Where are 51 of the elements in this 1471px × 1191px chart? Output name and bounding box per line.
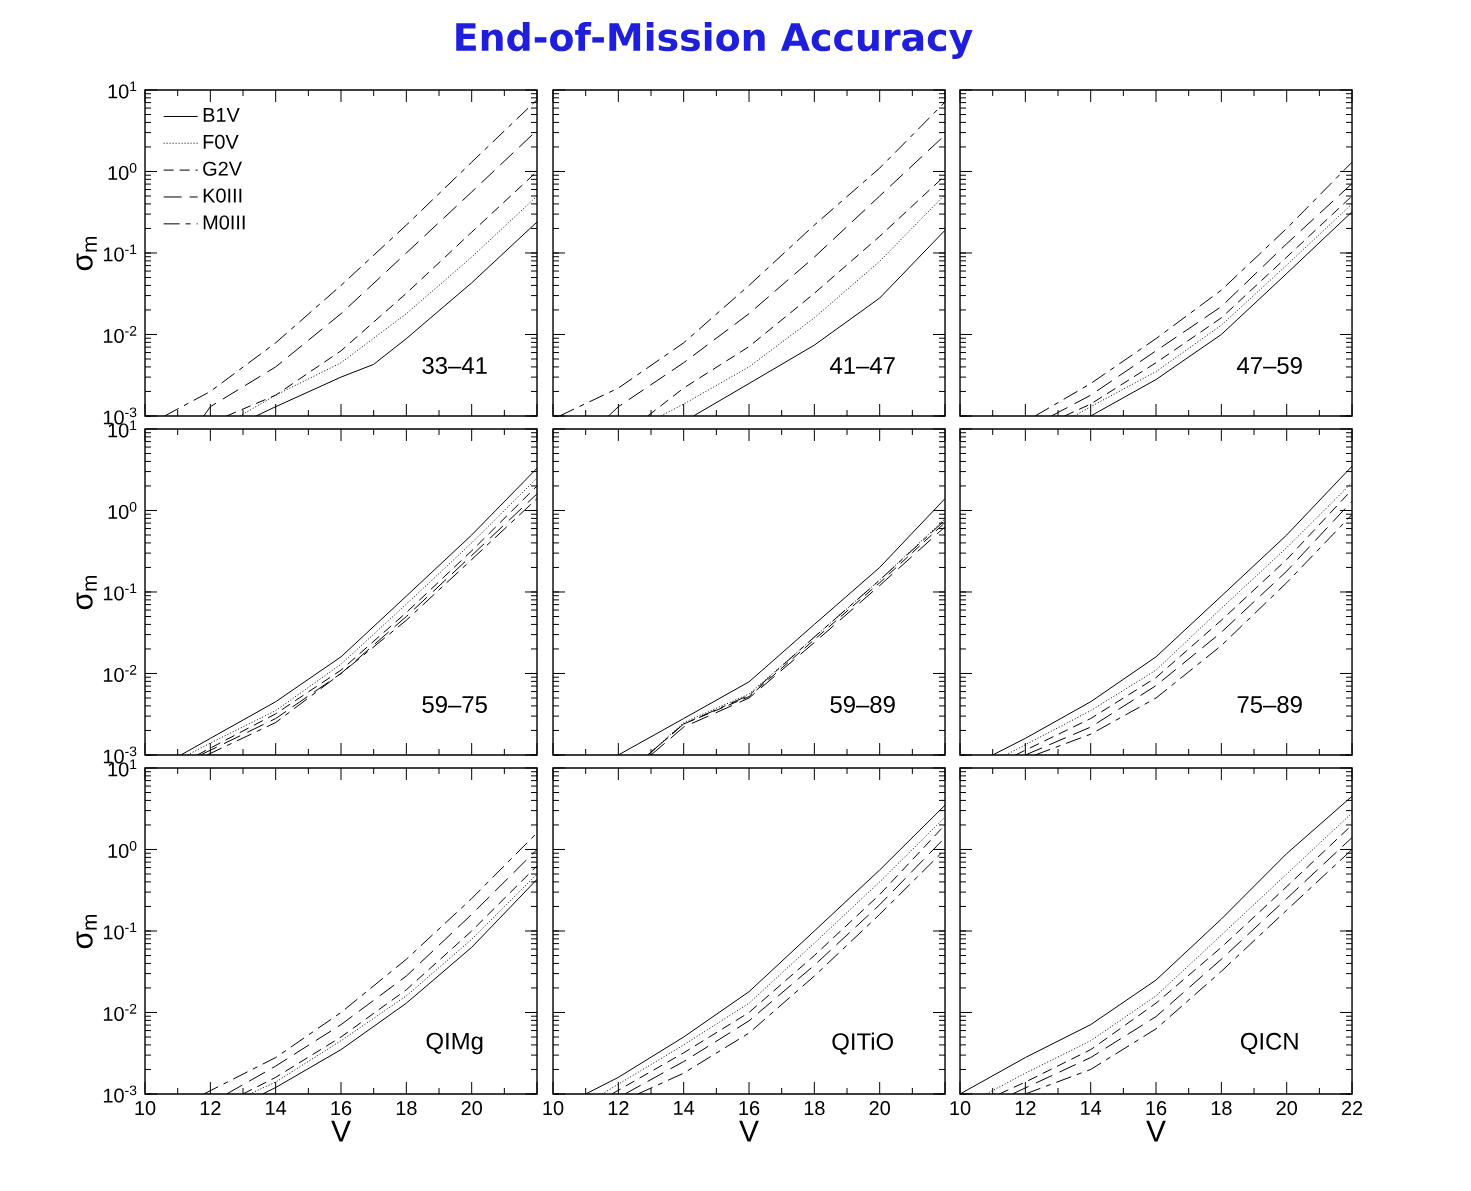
x-tick-label: 18 — [1211, 1101, 1232, 1116]
annotation: QIMg — [426, 1032, 483, 1055]
x-tick-label: 18 — [804, 1101, 825, 1116]
y-tick-label: 10$^{-1}$ — [103, 244, 137, 262]
x-tick-label: 10 — [135, 1101, 156, 1116]
x-tick-label: 16 — [331, 1101, 352, 1116]
x-tick-label: 16 — [1146, 1101, 1167, 1116]
annotation: 33–41 — [422, 356, 487, 374]
x-axis-title: V — [331, 1120, 351, 1142]
annotation: 59–89 — [830, 696, 895, 713]
y-tick-label: 10$^{-2}$ — [103, 664, 137, 683]
y-tick-label: 10$^{-2}$ — [103, 1003, 137, 1022]
y-tick-label: 10$^{0}$ — [108, 501, 137, 520]
x-tick-label: 22 — [1341, 1101, 1363, 1115]
annotation: QICN — [1240, 1032, 1298, 1055]
y-tick-label: 10$^{0}$ — [108, 162, 137, 181]
y-tick-label: 10$^{-1}$ — [103, 922, 137, 940]
x-tick-label: 12 — [200, 1101, 221, 1115]
x-axis-title: V — [739, 1120, 759, 1142]
y-axis-title: σ$_{m}$ — [76, 236, 97, 271]
annotation: QITiO — [832, 1032, 893, 1055]
y-tick-label: 10$^{-2}$ — [103, 325, 137, 344]
y-tick-label: 10$^{-3}$ — [103, 1085, 137, 1103]
annotation: 47–59 — [1237, 356, 1302, 374]
x-tick-label: 12 — [1015, 1101, 1036, 1115]
x-tick-label: 10 — [543, 1101, 564, 1116]
x-tick-label: 14 — [266, 1101, 287, 1115]
y-tick-label: 10$^{-1}$ — [103, 583, 137, 601]
x-tick-label: 12 — [608, 1101, 629, 1115]
y-axis-title: σ$_{m}$ — [76, 575, 97, 610]
x-tick-label: 16 — [739, 1101, 760, 1116]
y-tick-label: 10$^{1}$ — [108, 81, 137, 99]
y-tick-label: 10$^{0}$ — [108, 840, 137, 859]
x-tick-label: 10 — [950, 1101, 971, 1116]
x-tick-label: 20 — [461, 1101, 482, 1116]
x-tick-label: 18 — [396, 1101, 417, 1116]
legend-label: M0III — [203, 215, 245, 230]
x-tick-label: 20 — [869, 1101, 890, 1116]
legend-label: F0V — [203, 134, 239, 149]
y-axis-title: σ$_{m}$ — [76, 914, 97, 949]
legend-label: G2V — [203, 161, 242, 176]
x-tick-label: 20 — [1276, 1101, 1297, 1116]
legend-label: B1V — [203, 108, 240, 122]
annotation: 59–75 — [422, 696, 487, 713]
legend-label: K0III — [203, 188, 242, 203]
x-tick-label: 14 — [674, 1101, 695, 1115]
annotation: 41–47 — [830, 357, 895, 374]
x-tick-label: 14 — [1081, 1101, 1102, 1115]
annotation: 75–89 — [1237, 696, 1302, 713]
x-axis-title: V — [1146, 1120, 1166, 1142]
chart-title: End-of-Mission Accuracy — [456, 22, 973, 59]
